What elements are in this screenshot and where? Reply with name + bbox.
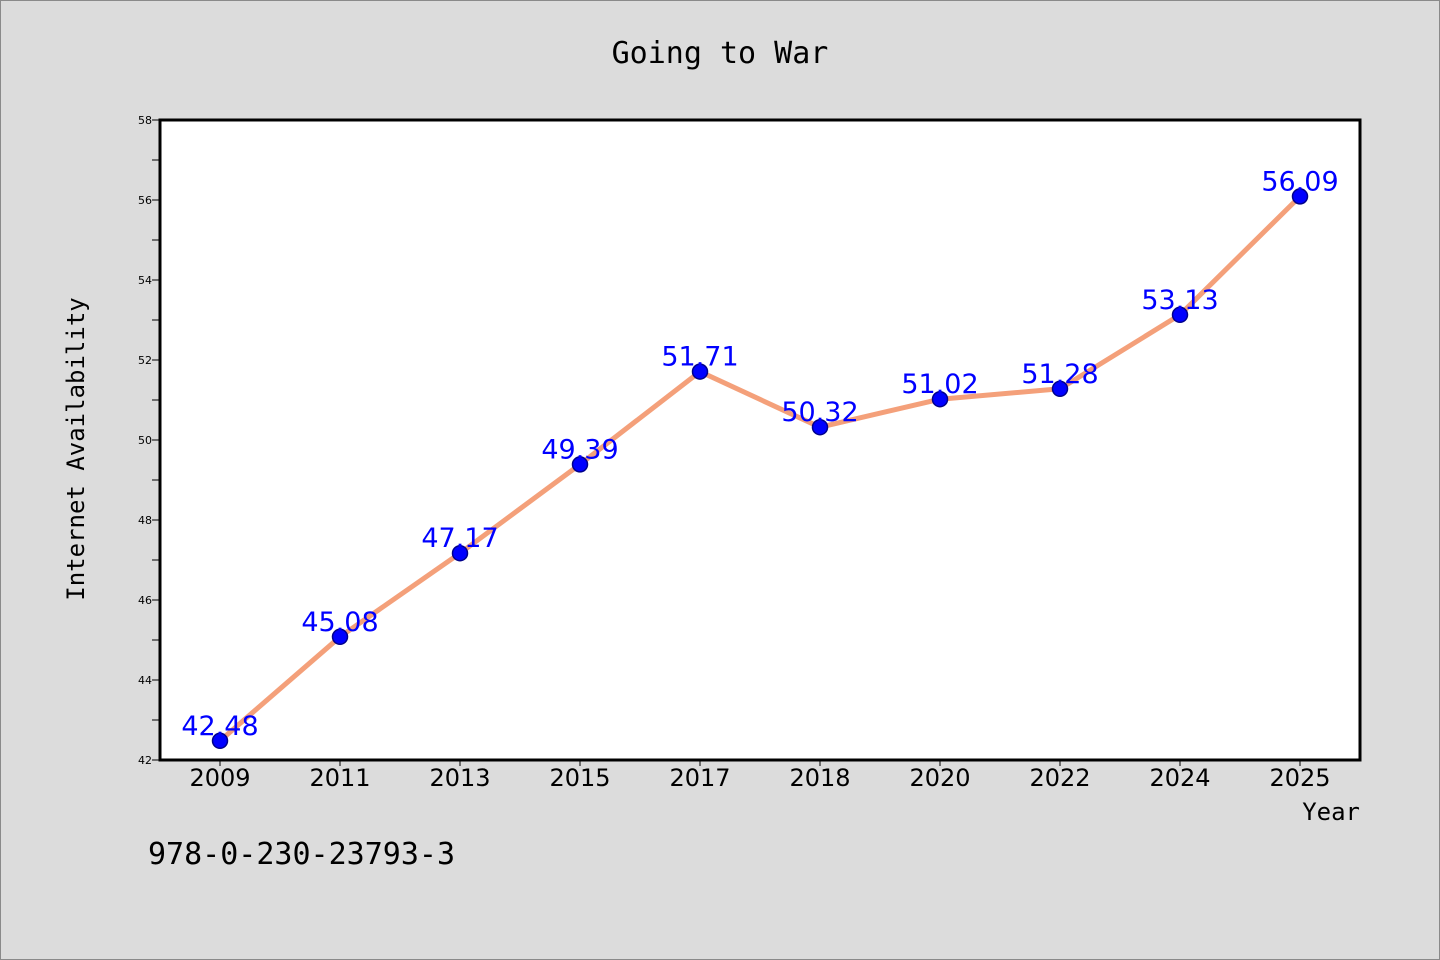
y-tick-label: 42 xyxy=(138,754,152,767)
y-axis-ticks: 42 44 46 48 50 52 54 56 58 xyxy=(138,114,160,767)
y-axis-label: Internet Availability xyxy=(62,297,90,600)
y-tick-label: 46 xyxy=(138,594,152,607)
y-tick-label: 58 xyxy=(138,114,152,127)
x-tick-label: 2013 xyxy=(429,764,490,792)
data-point-marker xyxy=(1051,380,1069,398)
data-point-marker xyxy=(931,390,949,408)
x-tick-label: 2011 xyxy=(309,764,370,792)
data-point-marker xyxy=(571,456,589,473)
x-tick-label: 2020 xyxy=(909,764,970,792)
y-tick-label: 56 xyxy=(138,194,152,207)
data-label: 56.09 xyxy=(1261,166,1338,197)
data-point-marker xyxy=(811,418,829,436)
chart-title: Going to War xyxy=(612,36,829,71)
data-point-marker xyxy=(691,363,709,380)
x-tick-label: 2009 xyxy=(189,764,250,792)
y-tick-label: 54 xyxy=(138,274,152,287)
data-label: 42.48 xyxy=(181,711,258,742)
x-tick-label: 2018 xyxy=(789,764,850,792)
y-tick-label: 48 xyxy=(138,514,152,527)
y-tick-label: 44 xyxy=(138,674,152,687)
data-label: 45.08 xyxy=(301,607,378,638)
data-point-marker xyxy=(1291,188,1309,205)
series-line xyxy=(217,193,1303,744)
series-layer: 42.48 45.08 47.17 49.39 51.71 50.32 51.02 51.28… xyxy=(181,166,1339,750)
y-tick-label: 52 xyxy=(138,354,152,367)
plot-area xyxy=(160,120,1360,760)
data-point-marker xyxy=(211,732,229,750)
data-label: 51.28 xyxy=(1021,359,1098,390)
x-axis-label: Year xyxy=(1302,798,1360,826)
isbn-text: 978-0-230-23793-3 xyxy=(148,837,455,872)
data-label: 50.32 xyxy=(781,397,858,428)
data-point-marker xyxy=(331,628,349,646)
y-tick-label: 50 xyxy=(138,434,152,447)
data-label: 53.13 xyxy=(1141,285,1218,316)
x-tick-label: 2024 xyxy=(1149,764,1210,792)
data-point-marker xyxy=(1171,306,1189,324)
data-label: 51.02 xyxy=(901,369,978,400)
plot-border xyxy=(158,118,1362,762)
x-tick-label: 2022 xyxy=(1029,764,1090,792)
x-axis-ticks: 2009 2011 2013 2015 2017 2018 2020 2022 2024 2025 xyxy=(189,760,1331,792)
data-label: 51.71 xyxy=(661,342,738,373)
data-label: 49.39 xyxy=(541,434,618,465)
x-tick-label: 2017 xyxy=(669,764,730,792)
data-label: 47.17 xyxy=(421,523,498,554)
x-tick-label: 2015 xyxy=(549,764,610,792)
data-point-marker xyxy=(451,544,469,562)
x-tick-label: 2025 xyxy=(1269,764,1330,792)
